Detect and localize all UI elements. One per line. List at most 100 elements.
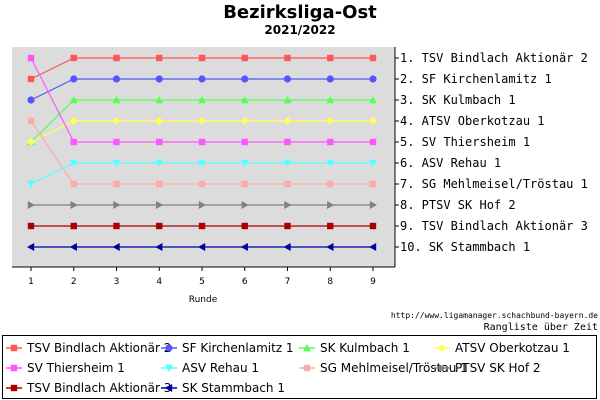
legend-marker — [165, 344, 173, 352]
x-tick-label: 5 — [199, 277, 205, 287]
data-point — [69, 243, 77, 251]
legend-marker — [303, 364, 311, 372]
data-point — [327, 138, 334, 146]
data-point — [156, 54, 163, 62]
legend-item: SV Thiersheim 1 — [5, 358, 125, 378]
data-point — [156, 138, 163, 146]
rank-label: 2. SF Kirchenlamitz 1 — [400, 72, 552, 86]
legend-marker — [438, 344, 446, 352]
chart-title: Bezirksliga-Ost — [223, 2, 377, 23]
legend-label: ASV Rehau 1 — [182, 361, 260, 375]
data-point — [156, 180, 163, 188]
legend-label: PTSV SK Hof 2 — [455, 361, 541, 375]
data-point — [326, 117, 335, 125]
data-point — [241, 75, 249, 83]
series — [27, 201, 377, 209]
data-point — [156, 201, 164, 209]
legend-marker — [165, 364, 173, 372]
data-point — [70, 201, 78, 209]
rank-label: 1. TSV Bindlach Aktionär 2 — [400, 51, 588, 65]
data-point — [27, 54, 35, 62]
data-point — [327, 222, 334, 230]
rank-label: 9. TSV Bindlach Aktionär 3 — [400, 219, 588, 233]
data-point — [70, 75, 78, 83]
x-tick-label: 3 — [114, 277, 120, 287]
series — [27, 75, 377, 104]
legend-label: SK Kulmbach 1 — [320, 341, 410, 355]
series — [27, 54, 377, 83]
data-point — [369, 138, 377, 146]
data-point — [27, 117, 35, 125]
data-point — [284, 54, 291, 62]
data-point — [284, 138, 291, 146]
data-point — [27, 96, 35, 104]
data-point — [70, 222, 77, 230]
data-point — [156, 222, 163, 230]
data-point — [284, 180, 291, 188]
rank-label: 3. SK Kulmbach 1 — [400, 93, 516, 107]
rank-label: 10. SK Stammbach 1 — [400, 240, 530, 254]
legend-item: TSV Bindlach Aktionär 2 — [5, 338, 171, 358]
legend-item: SF Kirchenlamitz 1 — [160, 338, 294, 358]
chart-caption: Rangliste über Zeit — [483, 322, 598, 333]
data-point — [70, 180, 77, 188]
legend-marker — [438, 364, 446, 372]
legend-label: TSV Bindlach Aktionär 2 — [27, 341, 172, 355]
series — [27, 117, 377, 188]
data-point — [283, 96, 292, 104]
data-point — [155, 96, 164, 104]
data-point — [198, 96, 206, 104]
legend-marker — [165, 384, 173, 392]
data-point — [284, 201, 292, 209]
data-point — [326, 96, 335, 104]
legend-swatch — [161, 384, 177, 392]
data-point — [69, 117, 78, 125]
legend-swatch — [434, 344, 450, 352]
data-point — [27, 243, 35, 251]
series — [27, 222, 377, 230]
legend: TSV Bindlach Aktionär 2 SF Kirchenlamitz … — [2, 335, 597, 399]
data-point — [198, 180, 206, 188]
rank-chart: 1. TSV Bindlach Aktionär 2 2. SF Kirchenl… — [12, 47, 588, 305]
legend-marker — [10, 364, 18, 372]
legend-swatch — [6, 364, 22, 372]
data-point — [27, 180, 35, 188]
x-tick-label: 7 — [285, 277, 291, 287]
data-point — [27, 222, 35, 230]
data-point — [240, 243, 248, 251]
data-point — [198, 138, 206, 146]
data-point — [113, 138, 120, 146]
data-point — [369, 180, 377, 188]
data-point — [113, 222, 120, 230]
source-url[interactable]: http://www.ligamanager.schachbund-bayern… — [390, 311, 598, 320]
legend-swatch — [299, 364, 315, 372]
series — [27, 54, 377, 146]
x-tick-labels: 1 2 3 4 5 6 7 8 9 — [28, 267, 376, 287]
legend-marker — [10, 384, 18, 392]
data-point — [27, 75, 35, 83]
data-point — [326, 243, 334, 251]
rank-label: 4. ATSV Oberkotzau 1 — [400, 114, 545, 128]
rank-label: 5. SV Thiersheim 1 — [400, 135, 530, 149]
axes — [12, 47, 396, 268]
data-point — [113, 54, 120, 62]
data-point — [241, 222, 248, 230]
data-point — [198, 54, 206, 62]
data-point — [369, 159, 377, 167]
data-point — [198, 75, 206, 83]
legend-marker — [303, 344, 311, 352]
data-point — [69, 159, 78, 167]
legend-item: ATSV Oberkotzau 1 — [433, 338, 570, 358]
legend-label: TSV Bindlach Aktionär 3 — [27, 381, 172, 395]
legend-swatch — [299, 344, 315, 352]
data-point — [283, 243, 291, 251]
data-point — [198, 201, 206, 209]
data-point — [155, 75, 163, 83]
legend-item: PTSV SK Hof 2 — [433, 358, 541, 378]
data-point — [284, 222, 291, 230]
legend-swatch — [161, 364, 177, 372]
data-point — [326, 159, 335, 167]
legend-item: TSV Bindlach Aktionär 3 — [5, 378, 171, 398]
data-point — [198, 159, 206, 167]
rank-label: 7. SG Mehlmeisel/Tröstau 1 — [400, 177, 588, 191]
